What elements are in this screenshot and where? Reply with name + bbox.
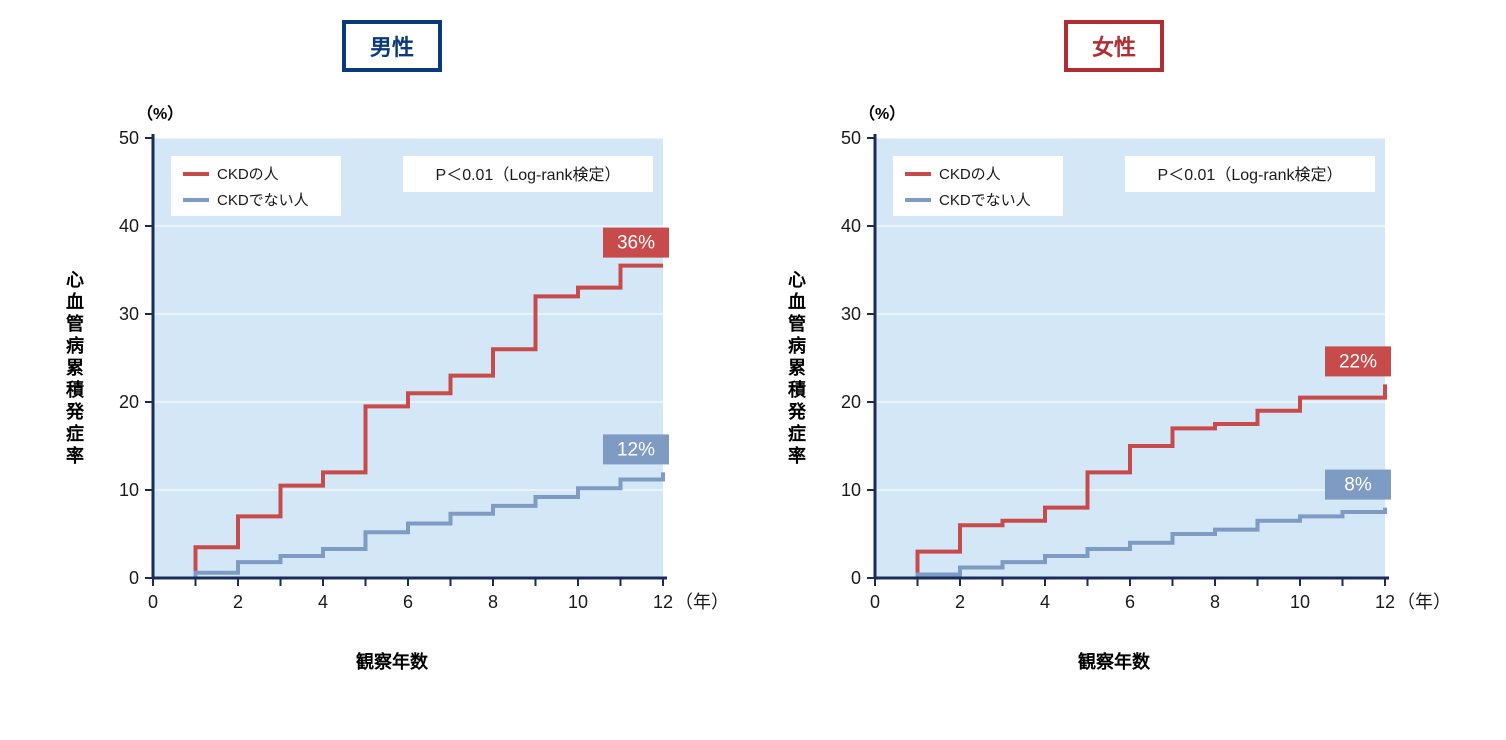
svg-text:CKDの人: CKDの人 [217, 166, 279, 183]
svg-text:12: 12 [1375, 592, 1395, 612]
svg-text:30: 30 [841, 304, 861, 324]
svg-text:20: 20 [119, 392, 139, 412]
svg-text:50: 50 [841, 128, 861, 148]
svg-text:10: 10 [568, 592, 588, 612]
svg-text:4: 4 [318, 592, 328, 612]
svg-text:10: 10 [119, 480, 139, 500]
svg-text:12%: 12% [617, 439, 655, 460]
svg-text:22%: 22% [1339, 351, 1377, 372]
svg-text:8: 8 [488, 592, 498, 612]
svg-text:0: 0 [148, 592, 158, 612]
svg-text:（年）: （年） [675, 592, 723, 612]
svg-text:50: 50 [119, 128, 139, 148]
svg-text:36%: 36% [617, 233, 655, 254]
panel-title-female: 女性 [1064, 20, 1164, 72]
svg-text:2: 2 [233, 592, 243, 612]
panels-container: 男性 心血管病累積発症率 （%） 01020304050024681012（年）… [20, 20, 1486, 674]
panel-female: 女性 心血管病累積発症率 （%） 0 10 20 30 40 50 0 2 4 6 8 10 12（年）… [783, 20, 1445, 674]
svg-text:（年）: （年） [1397, 592, 1445, 612]
svg-text:2: 2 [955, 592, 965, 612]
svg-text:CKDでない人: CKDでない人 [939, 192, 1031, 209]
svg-text:4: 4 [1040, 592, 1050, 612]
svg-text:6: 6 [403, 592, 413, 612]
svg-text:P＜0.01（Log-rank検定）: P＜0.01（Log-rank検定） [436, 166, 621, 184]
svg-text:8: 8 [1210, 592, 1220, 612]
xlabel-female: 観察年数 [1078, 648, 1150, 674]
panel-title-male: 男性 [342, 20, 442, 72]
svg-text:0: 0 [870, 592, 880, 612]
svg-text:10: 10 [841, 480, 861, 500]
svg-text:40: 40 [119, 216, 139, 236]
svg-text:CKDでない人: CKDでない人 [217, 192, 309, 209]
xlabel-male: 観察年数 [356, 648, 428, 674]
svg-text:20: 20 [841, 392, 861, 412]
panel-male: 男性 心血管病累積発症率 （%） 0 10 20 30 40 50 0 2 4 6 8 10 12（年）… [61, 20, 723, 674]
svg-text:30: 30 [119, 304, 139, 324]
ylabel-female: 心血管病累積発症率 [783, 270, 809, 468]
svg-text:6: 6 [1125, 592, 1135, 612]
ylabel-male: 心血管病累積発症率 [61, 270, 87, 468]
svg-text:8%: 8% [1344, 475, 1372, 496]
chart-svg-male: 0 10 20 30 40 50 0 2 4 6 8 10 12（年） 36% 12% CKDの人 CKDでない… [93, 128, 723, 638]
svg-text:CKDの人: CKDの人 [939, 166, 1001, 183]
svg-text:10: 10 [1290, 592, 1310, 612]
yunit-female: （%） [859, 100, 905, 124]
svg-text:40: 40 [841, 216, 861, 236]
chart-svg-female: 0 10 20 30 40 50 0 2 4 6 8 10 12（年） 22% 8% CKDの人 CKDでない人… [815, 128, 1445, 638]
svg-text:0: 0 [129, 568, 139, 588]
yunit-male: （%） [137, 100, 183, 124]
svg-text:12: 12 [653, 592, 673, 612]
svg-text:P＜0.01（Log-rank検定）: P＜0.01（Log-rank検定） [1158, 166, 1343, 184]
svg-text:0: 0 [851, 568, 861, 588]
